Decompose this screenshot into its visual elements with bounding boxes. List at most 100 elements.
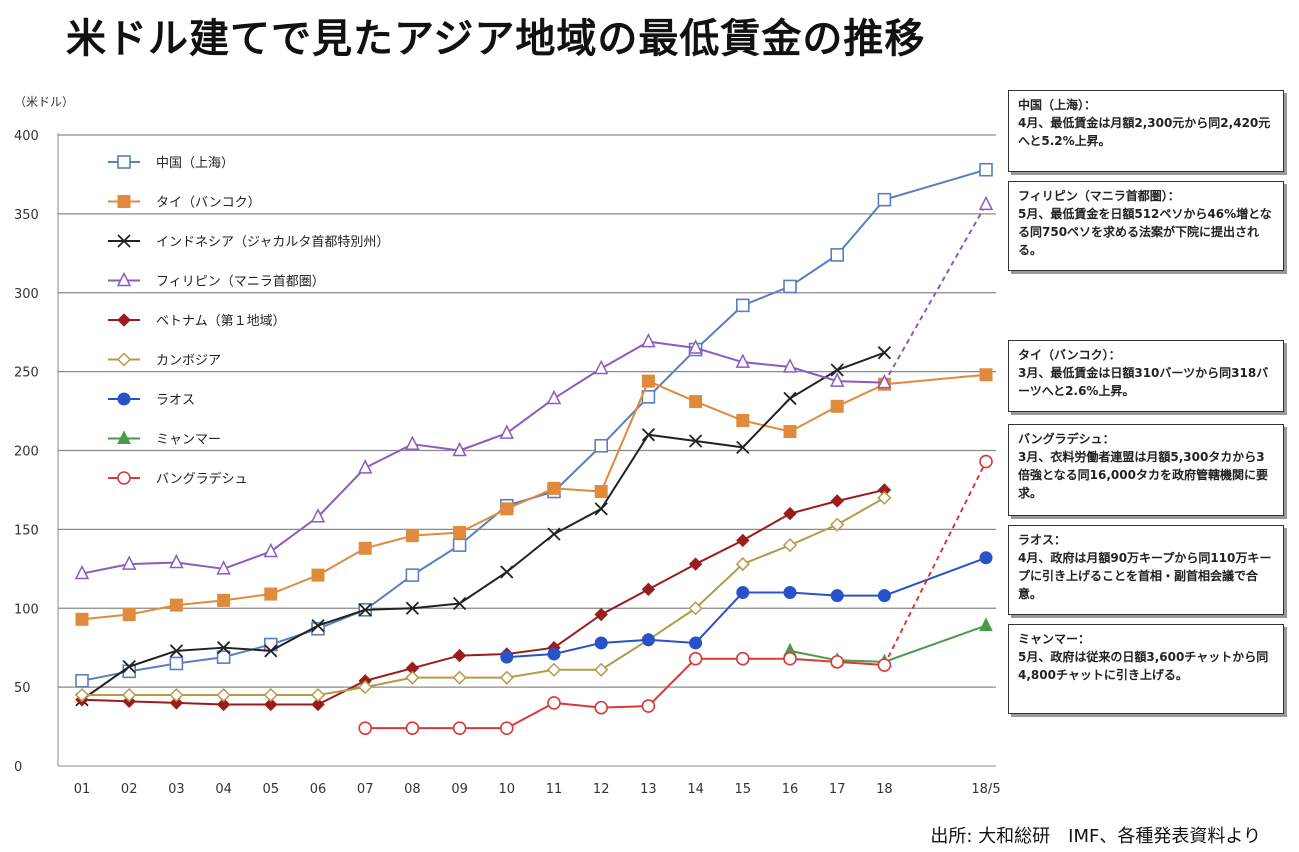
data-point xyxy=(735,298,750,313)
data-point xyxy=(405,529,419,543)
data-point xyxy=(405,721,420,735)
series-line-segment xyxy=(317,679,366,706)
legend-label: タイ（バンコク） xyxy=(156,196,261,211)
series-line-segment xyxy=(883,461,987,666)
data-point xyxy=(782,358,798,373)
data-point xyxy=(688,651,703,666)
data-point xyxy=(217,593,231,607)
data-point xyxy=(358,541,372,555)
marker-stroke xyxy=(358,603,372,617)
legend-item: カンボジア xyxy=(108,352,221,369)
series-line-segment xyxy=(553,641,602,655)
data-point xyxy=(783,585,797,599)
x-tick-label: 18/5 xyxy=(971,782,1000,797)
y-tick-label: 250 xyxy=(14,366,39,381)
data-point xyxy=(499,670,514,685)
axis-layer: 0 50 100 150 200 250 300 350 400 01 02 03 04 05 06 07 08… xyxy=(14,129,1000,797)
note-box-china: 中国（上海）： 4月、最低賃金は月額2,300元から同2,420元へと5.2%上… xyxy=(1008,90,1284,172)
data-point xyxy=(264,697,278,712)
marker-stroke xyxy=(117,234,131,248)
data-point xyxy=(405,601,420,615)
series-line-segment xyxy=(600,396,650,447)
series-line-segment xyxy=(270,574,319,595)
data-point xyxy=(877,490,892,505)
x-tick-label: 13 xyxy=(640,782,657,797)
series-line-segment xyxy=(317,608,366,627)
data-point xyxy=(169,656,184,671)
marker-stroke xyxy=(169,644,184,658)
data-point xyxy=(979,617,993,632)
data-point xyxy=(593,359,609,375)
data-point xyxy=(500,650,514,664)
legend-item: タイ（バンコク） xyxy=(108,195,261,211)
data-point xyxy=(310,687,326,703)
series-line-segment xyxy=(789,500,838,515)
series-line-segment xyxy=(789,369,838,400)
x-tick-label: 15 xyxy=(735,782,752,797)
data-point xyxy=(547,696,561,710)
series-line-segment xyxy=(789,365,838,383)
series xyxy=(500,551,993,664)
series xyxy=(358,454,993,735)
series-line-segment xyxy=(836,496,885,526)
x-tick-label: 17 xyxy=(829,782,846,797)
series-line-segment xyxy=(742,419,791,433)
series-line-segment xyxy=(506,702,555,730)
series-line-segment xyxy=(600,588,649,616)
data-point xyxy=(736,585,750,599)
series-line-segment xyxy=(364,667,413,682)
series-line-segment xyxy=(270,624,319,652)
marker-stroke xyxy=(736,440,750,454)
data-point xyxy=(452,721,467,735)
data-point xyxy=(830,399,844,413)
marker-stroke xyxy=(264,644,278,658)
data-point xyxy=(117,471,131,485)
series-line-segment xyxy=(647,658,697,707)
series-line-segment xyxy=(411,544,461,576)
series-line-segment xyxy=(412,602,460,610)
legend-item: ミャンマー xyxy=(108,430,221,448)
data-point xyxy=(311,618,325,633)
data-point xyxy=(735,651,750,666)
data-point xyxy=(641,374,655,388)
series-line-segment xyxy=(270,627,319,646)
series-line-segment xyxy=(81,613,130,621)
data-point xyxy=(405,435,420,450)
series-line-segment xyxy=(884,624,987,663)
data-point xyxy=(121,555,137,570)
series-line-segment xyxy=(553,507,602,535)
legend-label: 中国（上海） xyxy=(156,156,234,171)
series xyxy=(75,346,892,707)
data-point xyxy=(979,162,993,177)
x-tick-label: 09 xyxy=(451,782,468,797)
x-tick-label: 06 xyxy=(310,782,327,797)
series-line-segment xyxy=(459,652,507,657)
data-point xyxy=(405,568,420,582)
data-point xyxy=(546,662,562,677)
legend-label: ミャンマー xyxy=(156,433,221,448)
series-line-segment xyxy=(176,561,224,570)
data-point xyxy=(452,596,467,611)
series-line-segment xyxy=(884,556,987,597)
x-tick-label: 02 xyxy=(121,782,138,797)
x-tick-label: 05 xyxy=(263,782,280,797)
y-tick-label: 300 xyxy=(14,287,39,302)
data-point xyxy=(830,494,844,508)
x-tick-label: 12 xyxy=(593,782,610,797)
data-point xyxy=(641,332,656,348)
series-line-segment xyxy=(129,662,177,673)
data-point xyxy=(122,608,136,622)
data-point xyxy=(357,459,373,474)
data-point xyxy=(688,601,703,616)
series-line-segment xyxy=(836,488,885,502)
x-tick-label: 03 xyxy=(168,782,185,797)
data-point xyxy=(500,502,514,516)
marker-stroke xyxy=(216,641,231,655)
grid-layer xyxy=(57,133,996,767)
data-point xyxy=(499,424,515,439)
series-line-segment xyxy=(742,544,791,566)
data-point xyxy=(500,565,514,579)
data-point xyxy=(877,589,891,603)
series-line-segment xyxy=(600,434,650,510)
marker-stroke xyxy=(405,601,420,615)
